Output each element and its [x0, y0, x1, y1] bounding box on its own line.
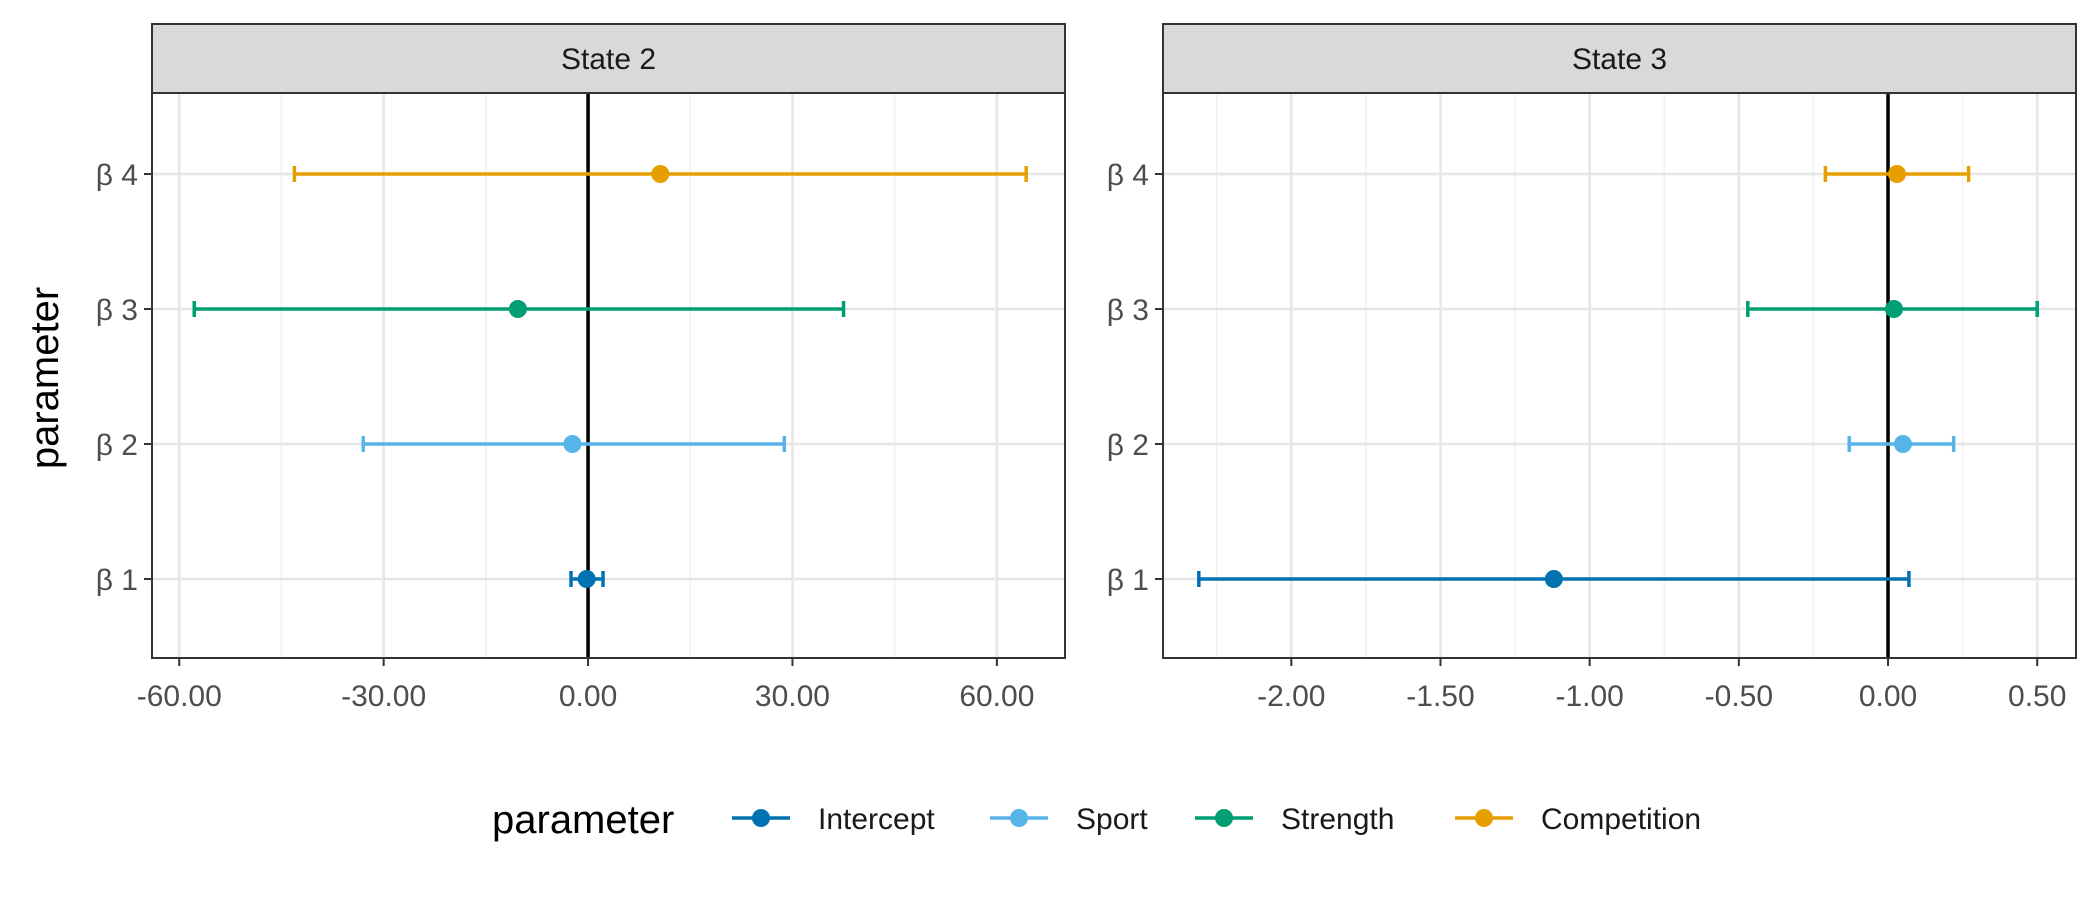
panel-title: State 2	[561, 43, 656, 76]
estimate-point	[1544, 570, 1563, 588]
x-tick-label: 60.00	[959, 680, 1034, 713]
estimate-point	[563, 435, 582, 453]
legend-key-point	[1010, 809, 1028, 827]
legend-key-point	[752, 809, 770, 827]
y-tick-label: β 3	[96, 294, 138, 327]
legend-label: Strength	[1281, 803, 1394, 836]
legend-key-point	[1475, 809, 1493, 827]
estimate-point	[651, 165, 670, 183]
legend-label: Sport	[1076, 803, 1148, 836]
estimate-point	[1887, 165, 1906, 183]
panel-strip	[1162, 23, 2077, 94]
y-tick-label: β 3	[1107, 294, 1149, 327]
legend-key-point	[1215, 809, 1233, 827]
estimate-point	[1884, 300, 1903, 318]
y-tick-label: β 2	[1107, 429, 1149, 462]
legend-entry-strength: Strength	[1195, 803, 1394, 836]
y-tick-label: β 1	[1107, 564, 1149, 597]
panel-title: State 3	[1572, 43, 1667, 76]
legend-title: parameter	[492, 798, 674, 842]
y-tick-label: β 2	[96, 429, 138, 462]
x-tick-label: -30.00	[341, 680, 426, 713]
legend: parameter Intercept Sport Strength Competit…	[492, 798, 1701, 842]
x-tick-label: -60.00	[137, 680, 222, 713]
y-axis-title: parameter	[23, 287, 67, 469]
estimate-point	[1893, 435, 1912, 453]
y-tick-label: β 4	[96, 159, 138, 192]
x-tick-label: -2.00	[1257, 680, 1325, 713]
estimate-point	[508, 300, 527, 318]
legend-entry-competition: Competition	[1455, 803, 1701, 836]
x-tick-label: 0.00	[559, 680, 617, 713]
panel-background	[1163, 93, 2076, 658]
legend-entry-intercept: Intercept	[732, 803, 935, 836]
panel-background	[152, 93, 1065, 658]
x-tick-label: -1.50	[1406, 680, 1474, 713]
estimate-point	[577, 570, 596, 588]
x-tick-label: 0.00	[1859, 680, 1917, 713]
legend-label: Intercept	[818, 803, 935, 836]
legend-entry-sport: Sport	[990, 803, 1148, 836]
x-tick-label: 0.50	[2008, 680, 2066, 713]
panel-2: State 3 β 1 β 2 β 3 β 4 -2.00 -1.50 -1.00 -0.50 0…	[1107, 23, 2077, 713]
x-tick-label: -1.00	[1555, 680, 1623, 713]
panel-strip	[151, 23, 1066, 94]
panel-1: State 2 β 1 β 2 β 3 β 4 -60.00 -30.00 0.00 30.00…	[96, 23, 1066, 713]
legend-label: Competition	[1541, 803, 1701, 836]
x-tick-label: -0.50	[1705, 680, 1773, 713]
x-tick-label: 30.00	[755, 680, 830, 713]
y-tick-label: β 4	[1107, 159, 1149, 192]
y-tick-label: β 1	[96, 564, 138, 597]
